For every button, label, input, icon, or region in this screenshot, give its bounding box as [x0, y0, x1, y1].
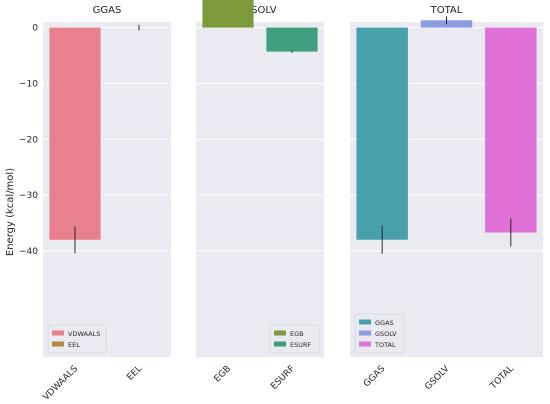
facet-title: GGAS — [93, 5, 122, 16]
y-tick-label: 0 — [32, 24, 38, 34]
legend-label: EGB — [290, 330, 304, 338]
bar-egb — [202, 0, 254, 28]
facet-total: TOTAL GGAS GSOLV TOTAL GGAS GSOLV TOTAL — [350, 5, 543, 392]
legend-gsolv: EGB ESURF — [269, 324, 320, 354]
legend-swatch — [52, 330, 64, 336]
y-tick-label: −30 — [19, 191, 38, 201]
x-tick-label: TOTAL — [488, 364, 516, 392]
legend-total: GGAS GSOLV TOTAL — [354, 313, 405, 354]
legend-swatch — [359, 330, 371, 336]
legend-swatch — [52, 341, 64, 347]
legend-swatch — [359, 319, 371, 325]
y-tick-label: −20 — [19, 135, 38, 145]
legend-ggas: VDWAALS EEL — [47, 324, 107, 354]
y-tick-label: −10 — [19, 79, 38, 89]
legend-label: VDWAALS — [68, 330, 100, 338]
facet-title: GSOLV — [243, 5, 276, 16]
y-axis-label: Energy (kcal/mol) — [5, 168, 16, 256]
y-tick-label: −40 — [19, 247, 38, 257]
facet-gsolv: GSOLV EGB ESURF EGB ESURF — [196, 0, 324, 392]
legend-label: TOTAL — [374, 341, 396, 349]
facet-title: TOTAL — [430, 5, 463, 16]
bar-vdwaals — [49, 27, 101, 240]
facet-ggas: GGAS VDWAALS EEL VDWAALS EEL — [41, 5, 171, 403]
x-tick-label: EEL — [125, 364, 144, 383]
bar-total — [485, 27, 537, 233]
bar-ggas — [356, 27, 408, 240]
legend-swatch — [359, 341, 371, 347]
legend-label: GGAS — [375, 319, 394, 327]
x-tick-label: ESURF — [269, 364, 297, 392]
facet-background — [196, 22, 324, 357]
legend-swatch — [274, 341, 286, 347]
legend-label: EEL — [68, 341, 80, 349]
x-tick-label: GGAS — [362, 364, 388, 390]
x-tick-label: EGB — [213, 364, 233, 384]
legend-label: GSOLV — [375, 330, 397, 338]
bar-esurf — [266, 27, 318, 52]
legend-label: ESURF — [290, 341, 312, 349]
x-tick-label: GSOLV — [423, 363, 452, 392]
x-tick-label: VDWAALS — [41, 364, 80, 403]
legend-swatch — [274, 330, 286, 336]
